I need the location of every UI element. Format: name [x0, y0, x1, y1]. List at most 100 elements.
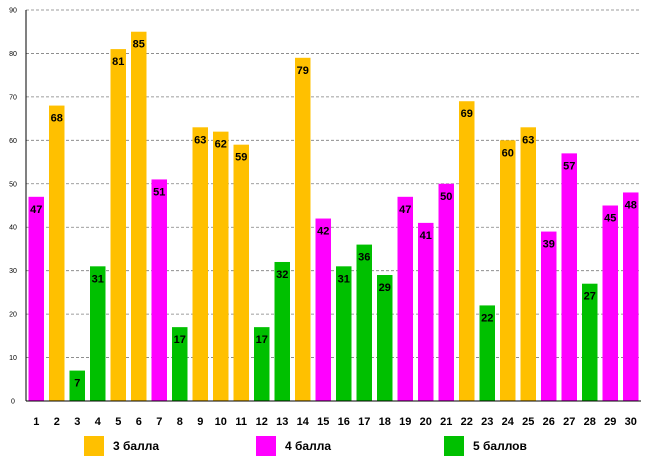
x-tick-label-10: 10 [215, 416, 227, 428]
data-label-7: 51 [153, 186, 165, 198]
data-label-10: 62 [215, 139, 227, 151]
bar-21 [438, 183, 454, 401]
x-tick-label-13: 13 [276, 416, 288, 428]
data-label-6: 85 [133, 39, 145, 51]
data-label-25: 63 [522, 134, 534, 146]
bar-6 [131, 31, 147, 401]
data-label-15: 42 [317, 226, 329, 238]
bar-28 [582, 283, 598, 401]
y-tick-label-40: 40 [9, 225, 17, 232]
bar-5 [110, 49, 126, 401]
data-label-14: 79 [297, 65, 309, 77]
bar-11 [233, 144, 249, 401]
data-label-4: 31 [92, 273, 104, 285]
bar-9 [192, 127, 208, 402]
x-tick-label-28: 28 [584, 416, 596, 428]
x-tick-label-14: 14 [297, 416, 310, 428]
bar-17 [356, 244, 372, 401]
data-label-12: 17 [256, 334, 268, 346]
x-tick-label-2: 2 [54, 416, 60, 428]
data-label-1: 47 [30, 204, 42, 216]
data-label-5: 81 [112, 56, 124, 68]
bar-10 [213, 131, 229, 401]
x-tick-label-23: 23 [481, 416, 493, 428]
x-tick-label-29: 29 [604, 416, 616, 428]
bar-3 [69, 370, 85, 401]
x-tick-label-16: 16 [338, 416, 350, 428]
legend-swatch-5 [444, 436, 464, 456]
bar-20 [418, 222, 434, 401]
y-tick-label-0: 0 [11, 399, 15, 406]
data-label-24: 60 [502, 147, 514, 159]
x-tick-label-9: 9 [197, 416, 203, 428]
bar-16 [336, 266, 352, 401]
bar-15 [315, 218, 331, 401]
legend-label-4: 4 балла [285, 439, 332, 453]
data-label-3: 7 [74, 378, 80, 390]
bar-13 [274, 261, 290, 401]
data-label-27: 57 [563, 160, 575, 172]
x-tick-label-24: 24 [502, 416, 515, 428]
data-label-13: 32 [276, 269, 288, 281]
y-tick-label-20: 20 [9, 312, 17, 319]
y-tick-label-70: 70 [9, 94, 17, 101]
data-label-26: 39 [543, 239, 555, 251]
legend-item-5: 5 баллов [444, 436, 527, 456]
bar-8 [172, 327, 188, 401]
y-tick-label-90: 90 [9, 8, 17, 15]
bar-18 [377, 275, 393, 401]
x-tick-label-3: 3 [74, 416, 80, 428]
data-label-18: 29 [379, 282, 391, 294]
bar-27 [561, 153, 577, 401]
x-tick-label-26: 26 [543, 416, 555, 428]
data-label-19: 47 [399, 204, 411, 216]
x-tick-label-27: 27 [563, 416, 575, 428]
data-label-17: 36 [358, 252, 370, 264]
data-label-22: 69 [461, 108, 473, 120]
x-tick-label-8: 8 [177, 416, 183, 428]
bar-23 [479, 305, 495, 401]
x-tick-label-1: 1 [33, 416, 39, 428]
bar-4 [90, 266, 106, 401]
y-tick-label-10: 10 [9, 355, 17, 362]
x-tick-label-15: 15 [317, 416, 329, 428]
x-tick-label-20: 20 [420, 416, 432, 428]
data-label-28: 27 [584, 291, 596, 303]
x-tick-label-7: 7 [156, 416, 162, 428]
y-tick-label-50: 50 [9, 181, 17, 188]
data-label-29: 45 [604, 213, 616, 225]
data-label-30: 48 [625, 199, 637, 211]
legend-item-4: 4 балла [256, 436, 331, 456]
bar-29 [602, 205, 618, 401]
x-tick-label-4: 4 [95, 416, 102, 428]
x-tick-label-18: 18 [379, 416, 391, 428]
data-label-8: 17 [174, 334, 186, 346]
data-label-11: 59 [235, 152, 247, 164]
x-tick-label-25: 25 [522, 416, 534, 428]
bar-12 [254, 327, 270, 401]
x-tick-label-21: 21 [440, 416, 452, 428]
legend-label-5: 5 баллов [473, 439, 527, 453]
x-tick-label-22: 22 [461, 416, 473, 428]
x-tick-label-12: 12 [256, 416, 268, 428]
x-tick-label-17: 17 [358, 416, 370, 428]
data-label-9: 63 [194, 134, 206, 146]
legend-swatch-3 [84, 436, 104, 456]
legend-swatch-4 [256, 436, 276, 456]
legend-item-3: 3 балла [84, 436, 159, 456]
data-label-23: 22 [481, 312, 493, 324]
bar-19 [397, 196, 413, 401]
bar-7 [151, 179, 167, 401]
bar-26 [541, 231, 557, 401]
x-tick-label-6: 6 [136, 416, 142, 428]
bar-2 [49, 105, 65, 402]
x-tick-label-11: 11 [235, 416, 247, 428]
y-tick-label-30: 30 [9, 268, 17, 275]
bar-22 [459, 101, 475, 401]
x-tick-label-5: 5 [115, 416, 121, 428]
data-label-21: 50 [440, 191, 452, 203]
bar-14 [295, 57, 311, 402]
y-tick-label-80: 80 [9, 51, 17, 58]
data-label-2: 68 [51, 113, 63, 125]
